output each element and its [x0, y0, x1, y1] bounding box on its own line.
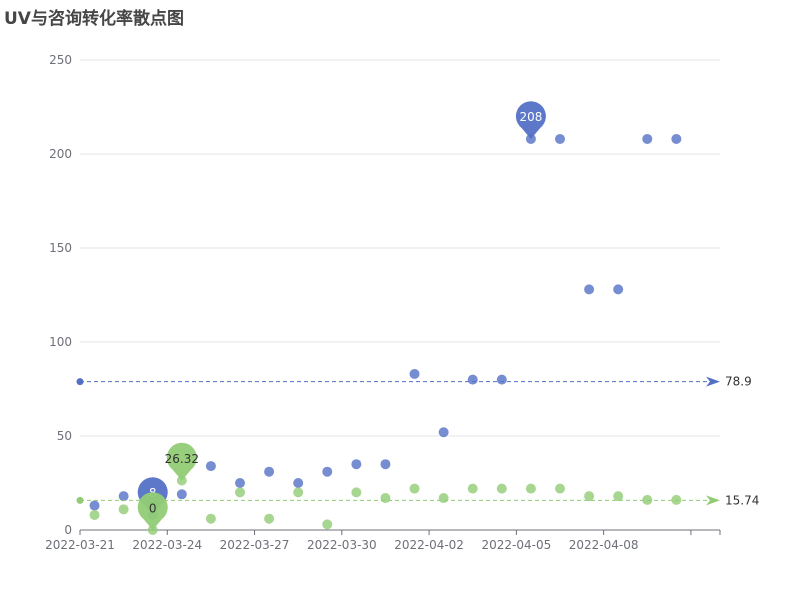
series-conversion-point	[293, 487, 304, 498]
series-conversion-markpoint-label: 0	[149, 501, 157, 515]
x-tick-label: 2022-04-08	[569, 538, 639, 552]
series-conversion-point	[555, 483, 565, 494]
series-uv-point	[438, 427, 449, 438]
series-uv-point	[584, 284, 595, 295]
series-conversion-point	[89, 509, 100, 520]
series-conversion-point	[438, 493, 449, 504]
series-conversion-point	[264, 513, 275, 524]
series-conversion-markpoint-max-label: 26.32	[165, 452, 199, 466]
series-conversion-point	[642, 494, 653, 505]
series-uv-point	[235, 478, 245, 488]
series-uv-point	[293, 478, 304, 488]
series-uv-point	[89, 500, 100, 511]
series-uv-point	[555, 133, 565, 144]
series-conversion-point	[235, 487, 245, 498]
series-uv-point	[409, 368, 420, 379]
series-uv-point	[467, 374, 478, 385]
series-conversion-point	[118, 504, 129, 515]
y-tick-label: 0	[64, 523, 72, 537]
series-conversion-point	[671, 494, 682, 505]
series-conversion-point	[467, 483, 478, 494]
series-uv-point	[205, 461, 216, 472]
series-uv-point	[264, 466, 275, 477]
series-conversion-markline-label: 15.74	[725, 493, 759, 507]
series-conversion-point	[380, 493, 391, 504]
x-tick-label: 2022-04-02	[394, 538, 464, 552]
series-conversion-point	[496, 483, 507, 494]
series-conversion-point	[613, 491, 624, 502]
series-uv-markline-arrow	[706, 376, 720, 387]
series-uv-point	[118, 491, 129, 502]
x-tick-label: 2022-04-05	[481, 538, 551, 552]
series-uv-point	[380, 459, 391, 470]
series-uv-point	[322, 466, 333, 477]
series-uv-markline-label: 78.9	[725, 375, 752, 389]
series-conversion-point	[322, 519, 333, 530]
x-tick-label: 2022-03-24	[132, 538, 202, 552]
series-uv-markpoint-max	[515, 101, 546, 139]
y-tick-label: 150	[49, 241, 72, 255]
series-uv-point	[351, 459, 362, 470]
x-tick-label: 2022-03-27	[220, 538, 290, 552]
series-uv-point	[642, 133, 653, 144]
series-conversion-point	[205, 513, 216, 524]
series-uv-markpoint-max-label: 208	[519, 110, 542, 124]
series-conversion-markline-arrow	[706, 495, 720, 506]
y-tick-label: 100	[49, 335, 72, 349]
series-uv-point	[176, 489, 187, 500]
series-conversion-point	[525, 483, 536, 494]
series-conversion-markpoint-max	[166, 442, 197, 481]
series-conversion-point	[584, 491, 595, 502]
x-tick-label: 2022-03-21	[45, 538, 115, 552]
y-tick-label: 50	[57, 429, 72, 443]
series-uv-point	[671, 133, 682, 144]
y-tick-label: 200	[49, 147, 72, 161]
x-tick-label: 2022-03-30	[307, 538, 377, 552]
series-conversion-point	[409, 483, 420, 494]
chart-title: UV与咨询转化率散点图	[4, 9, 184, 29]
series-conversion-markpoint	[137, 492, 168, 530]
series-uv-point	[496, 374, 507, 385]
series-uv-point	[613, 284, 624, 295]
series-conversion-point	[351, 487, 362, 498]
y-tick-label: 250	[49, 53, 72, 67]
